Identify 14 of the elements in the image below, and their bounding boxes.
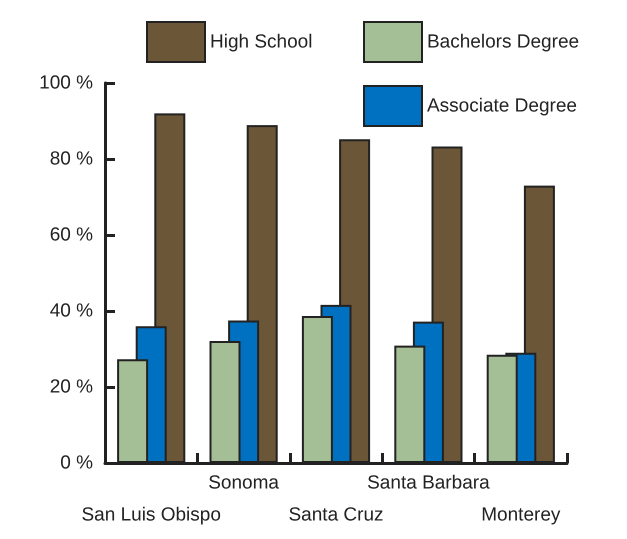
y-tick-label: 20 % bbox=[50, 376, 94, 398]
y-tick-label: 0 % bbox=[60, 452, 94, 474]
y-tick-label: 40 % bbox=[50, 300, 94, 322]
y-tick-label: 80 % bbox=[50, 148, 94, 170]
x-tick-label: Sonoma bbox=[208, 472, 280, 494]
x-tick-label: Santa Barbara bbox=[367, 472, 490, 494]
x-tick-label: San Luis Obispo bbox=[81, 504, 221, 526]
legend-label: Bachelors Degree bbox=[427, 32, 580, 52]
y-tick-label: 60 % bbox=[50, 224, 94, 246]
y-tick-label: 100 % bbox=[39, 72, 94, 94]
legend-label: High School bbox=[210, 32, 312, 52]
legend-label: Associate Degree bbox=[427, 96, 577, 116]
x-tick-label: Santa Cruz bbox=[288, 504, 384, 526]
x-tick-label: Monterey bbox=[481, 504, 561, 526]
